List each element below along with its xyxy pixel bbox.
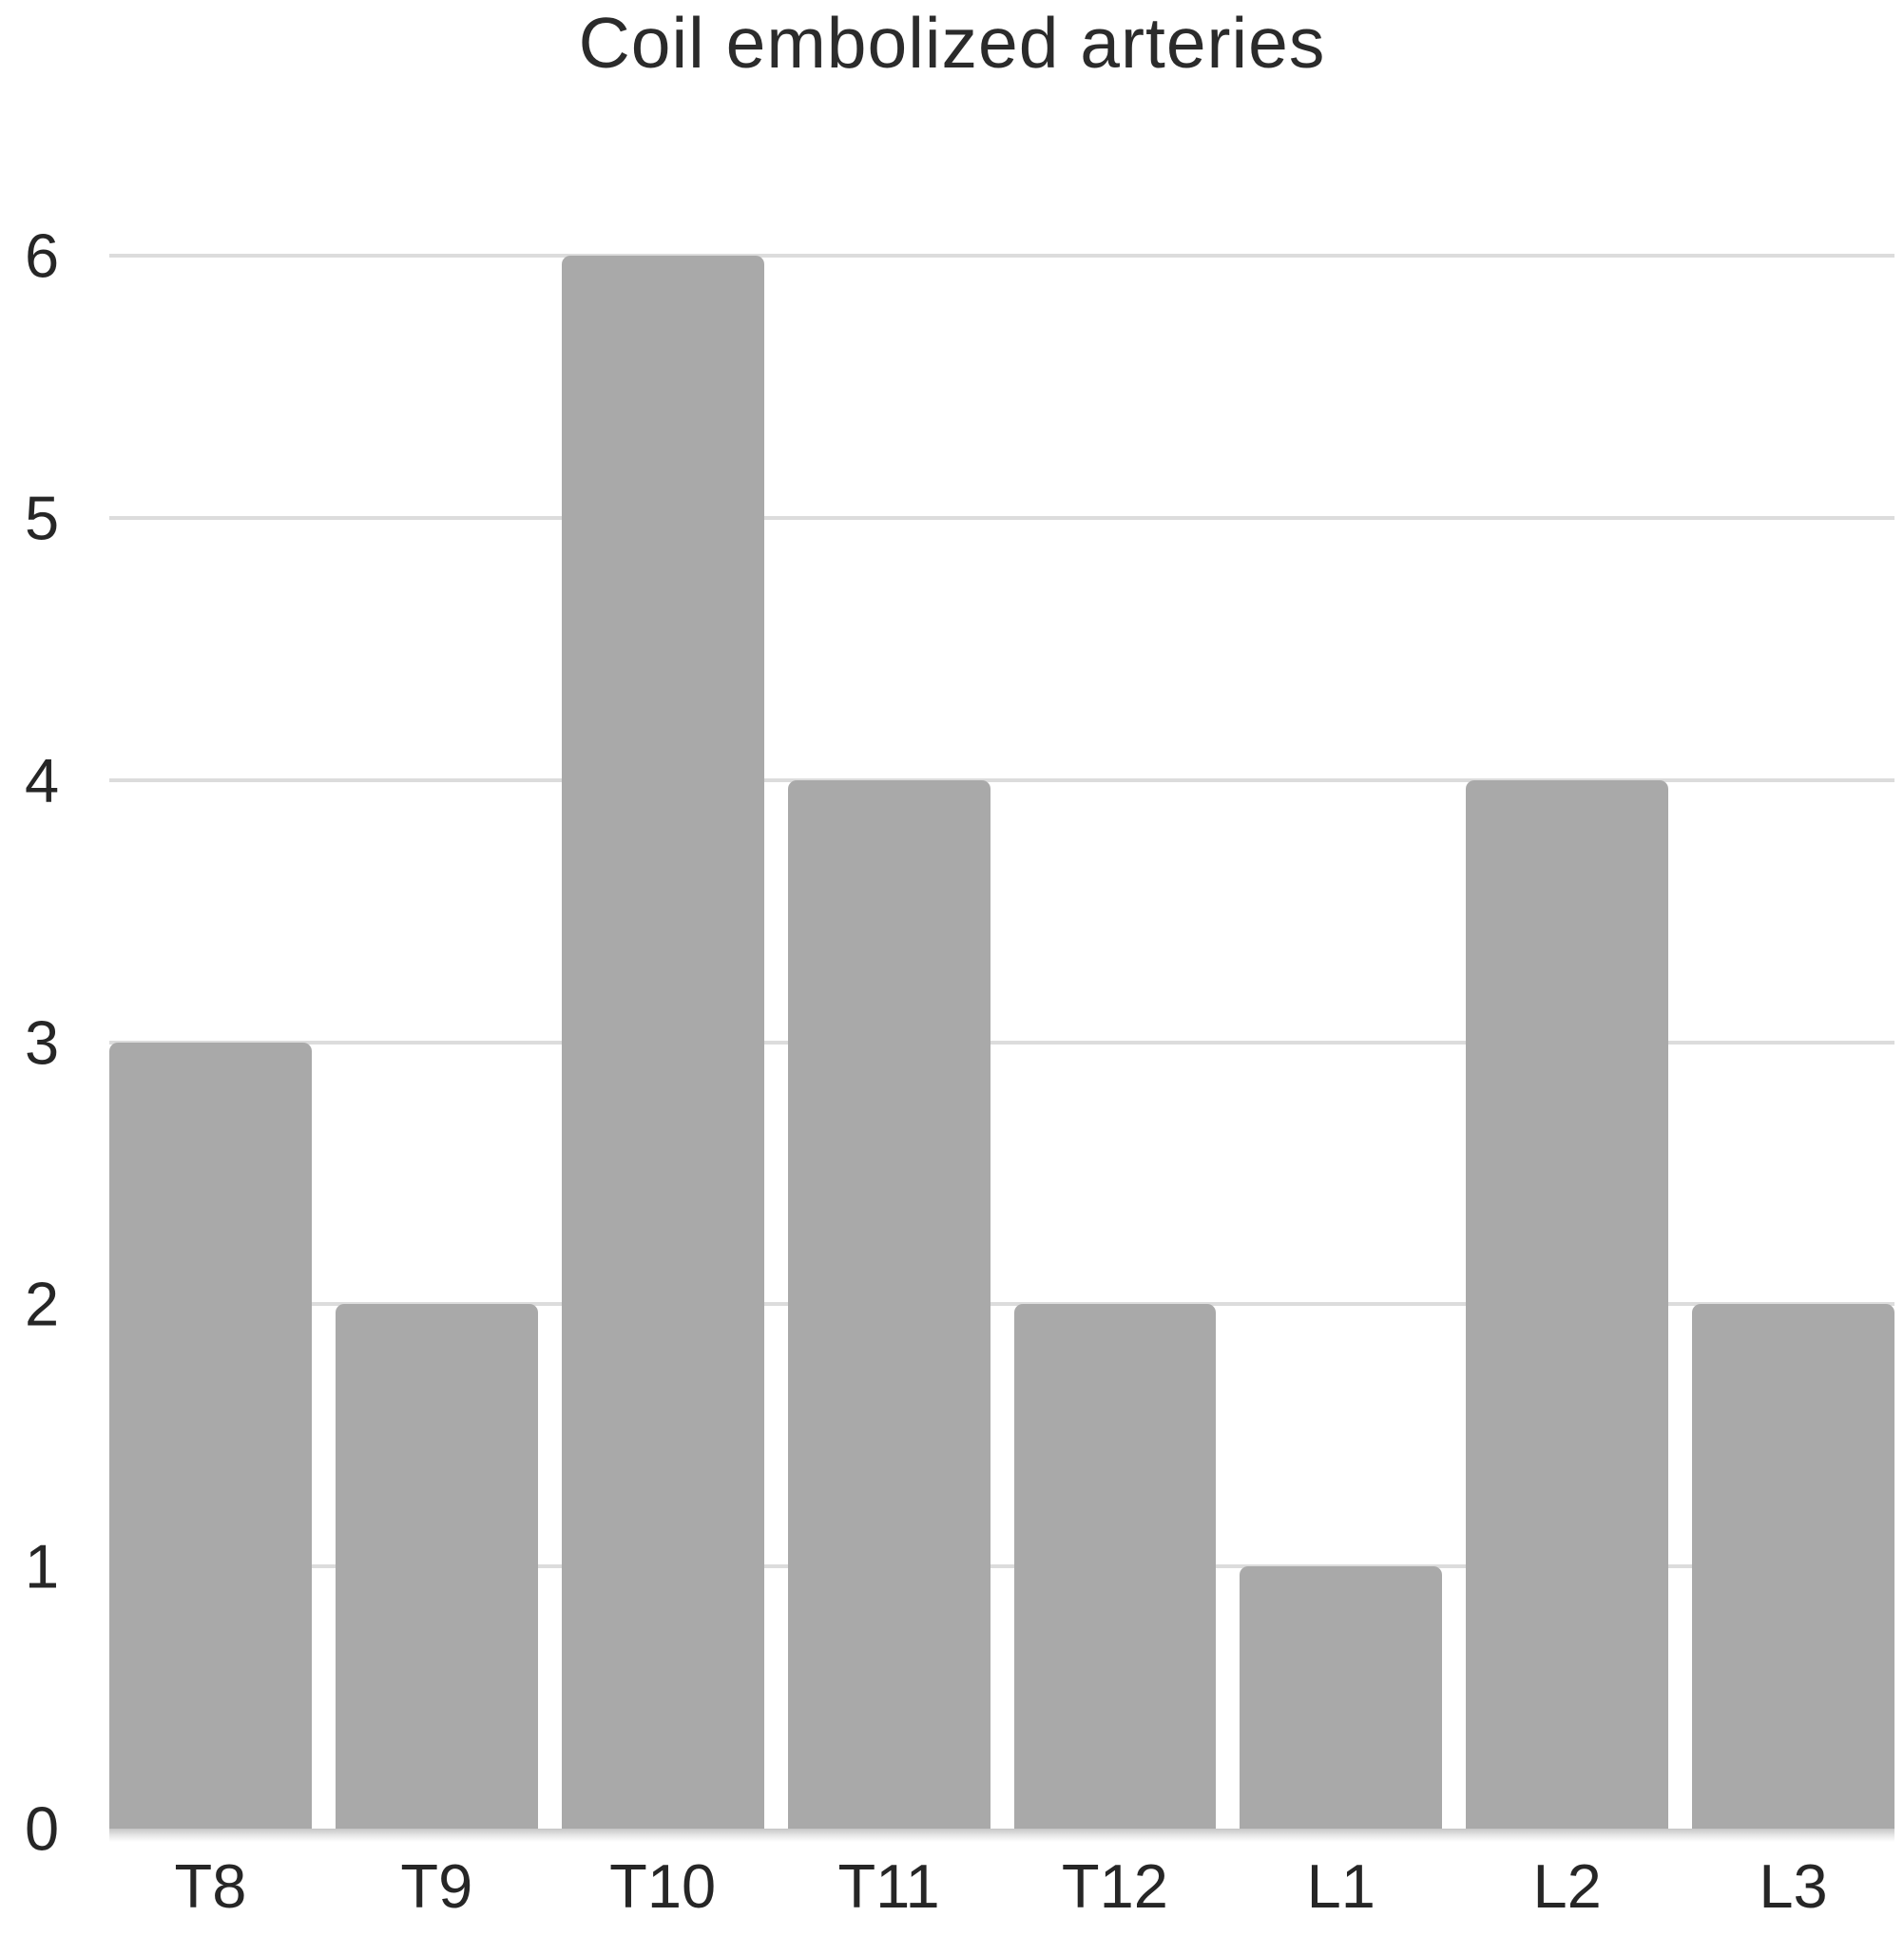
x-tick-label: L1 — [1306, 1851, 1375, 1921]
y-tick-label: 1 — [25, 1531, 60, 1601]
y-tick-label: 3 — [25, 1007, 60, 1077]
x-tick-label: T10 — [609, 1851, 717, 1921]
y-tick-label: 4 — [25, 745, 60, 815]
bar-T12 — [1013, 1304, 1217, 1829]
x-tick-label: T9 — [400, 1851, 473, 1921]
plot-area — [109, 254, 1894, 1842]
bar-L2 — [1466, 779, 1669, 1829]
bar-T8 — [109, 1042, 312, 1829]
bar-L3 — [1692, 1304, 1894, 1829]
gridline — [109, 777, 1894, 782]
x-tick-label: L3 — [1759, 1851, 1828, 1921]
bar-T10 — [561, 256, 764, 1829]
chart-title: Coil embolized arteries — [578, 3, 1326, 83]
x-tick-label: T12 — [1061, 1851, 1168, 1921]
gridline — [109, 1564, 1894, 1569]
bar-T9 — [335, 1304, 538, 1829]
y-tick-label: 2 — [25, 1269, 60, 1339]
x-tick-label: L2 — [1532, 1851, 1602, 1921]
bar-L1 — [1240, 1566, 1443, 1829]
x-tick-label: T8 — [174, 1851, 247, 1921]
gridline — [109, 1040, 1894, 1045]
y-tick-label: 6 — [25, 220, 60, 291]
y-tick-label: 5 — [25, 483, 60, 553]
x-axis-line — [109, 1829, 1894, 1842]
bar-T11 — [787, 779, 990, 1829]
gridline — [109, 515, 1894, 520]
x-tick-label: T11 — [837, 1851, 940, 1921]
gridline — [109, 254, 1894, 258]
y-tick-label: 0 — [25, 1793, 60, 1864]
x-axis-labels: T8 T9 T10 T11 T12 L1 L2 L3 — [109, 1849, 1894, 1925]
gridline — [109, 1302, 1894, 1307]
bars-container — [109, 256, 1894, 1829]
